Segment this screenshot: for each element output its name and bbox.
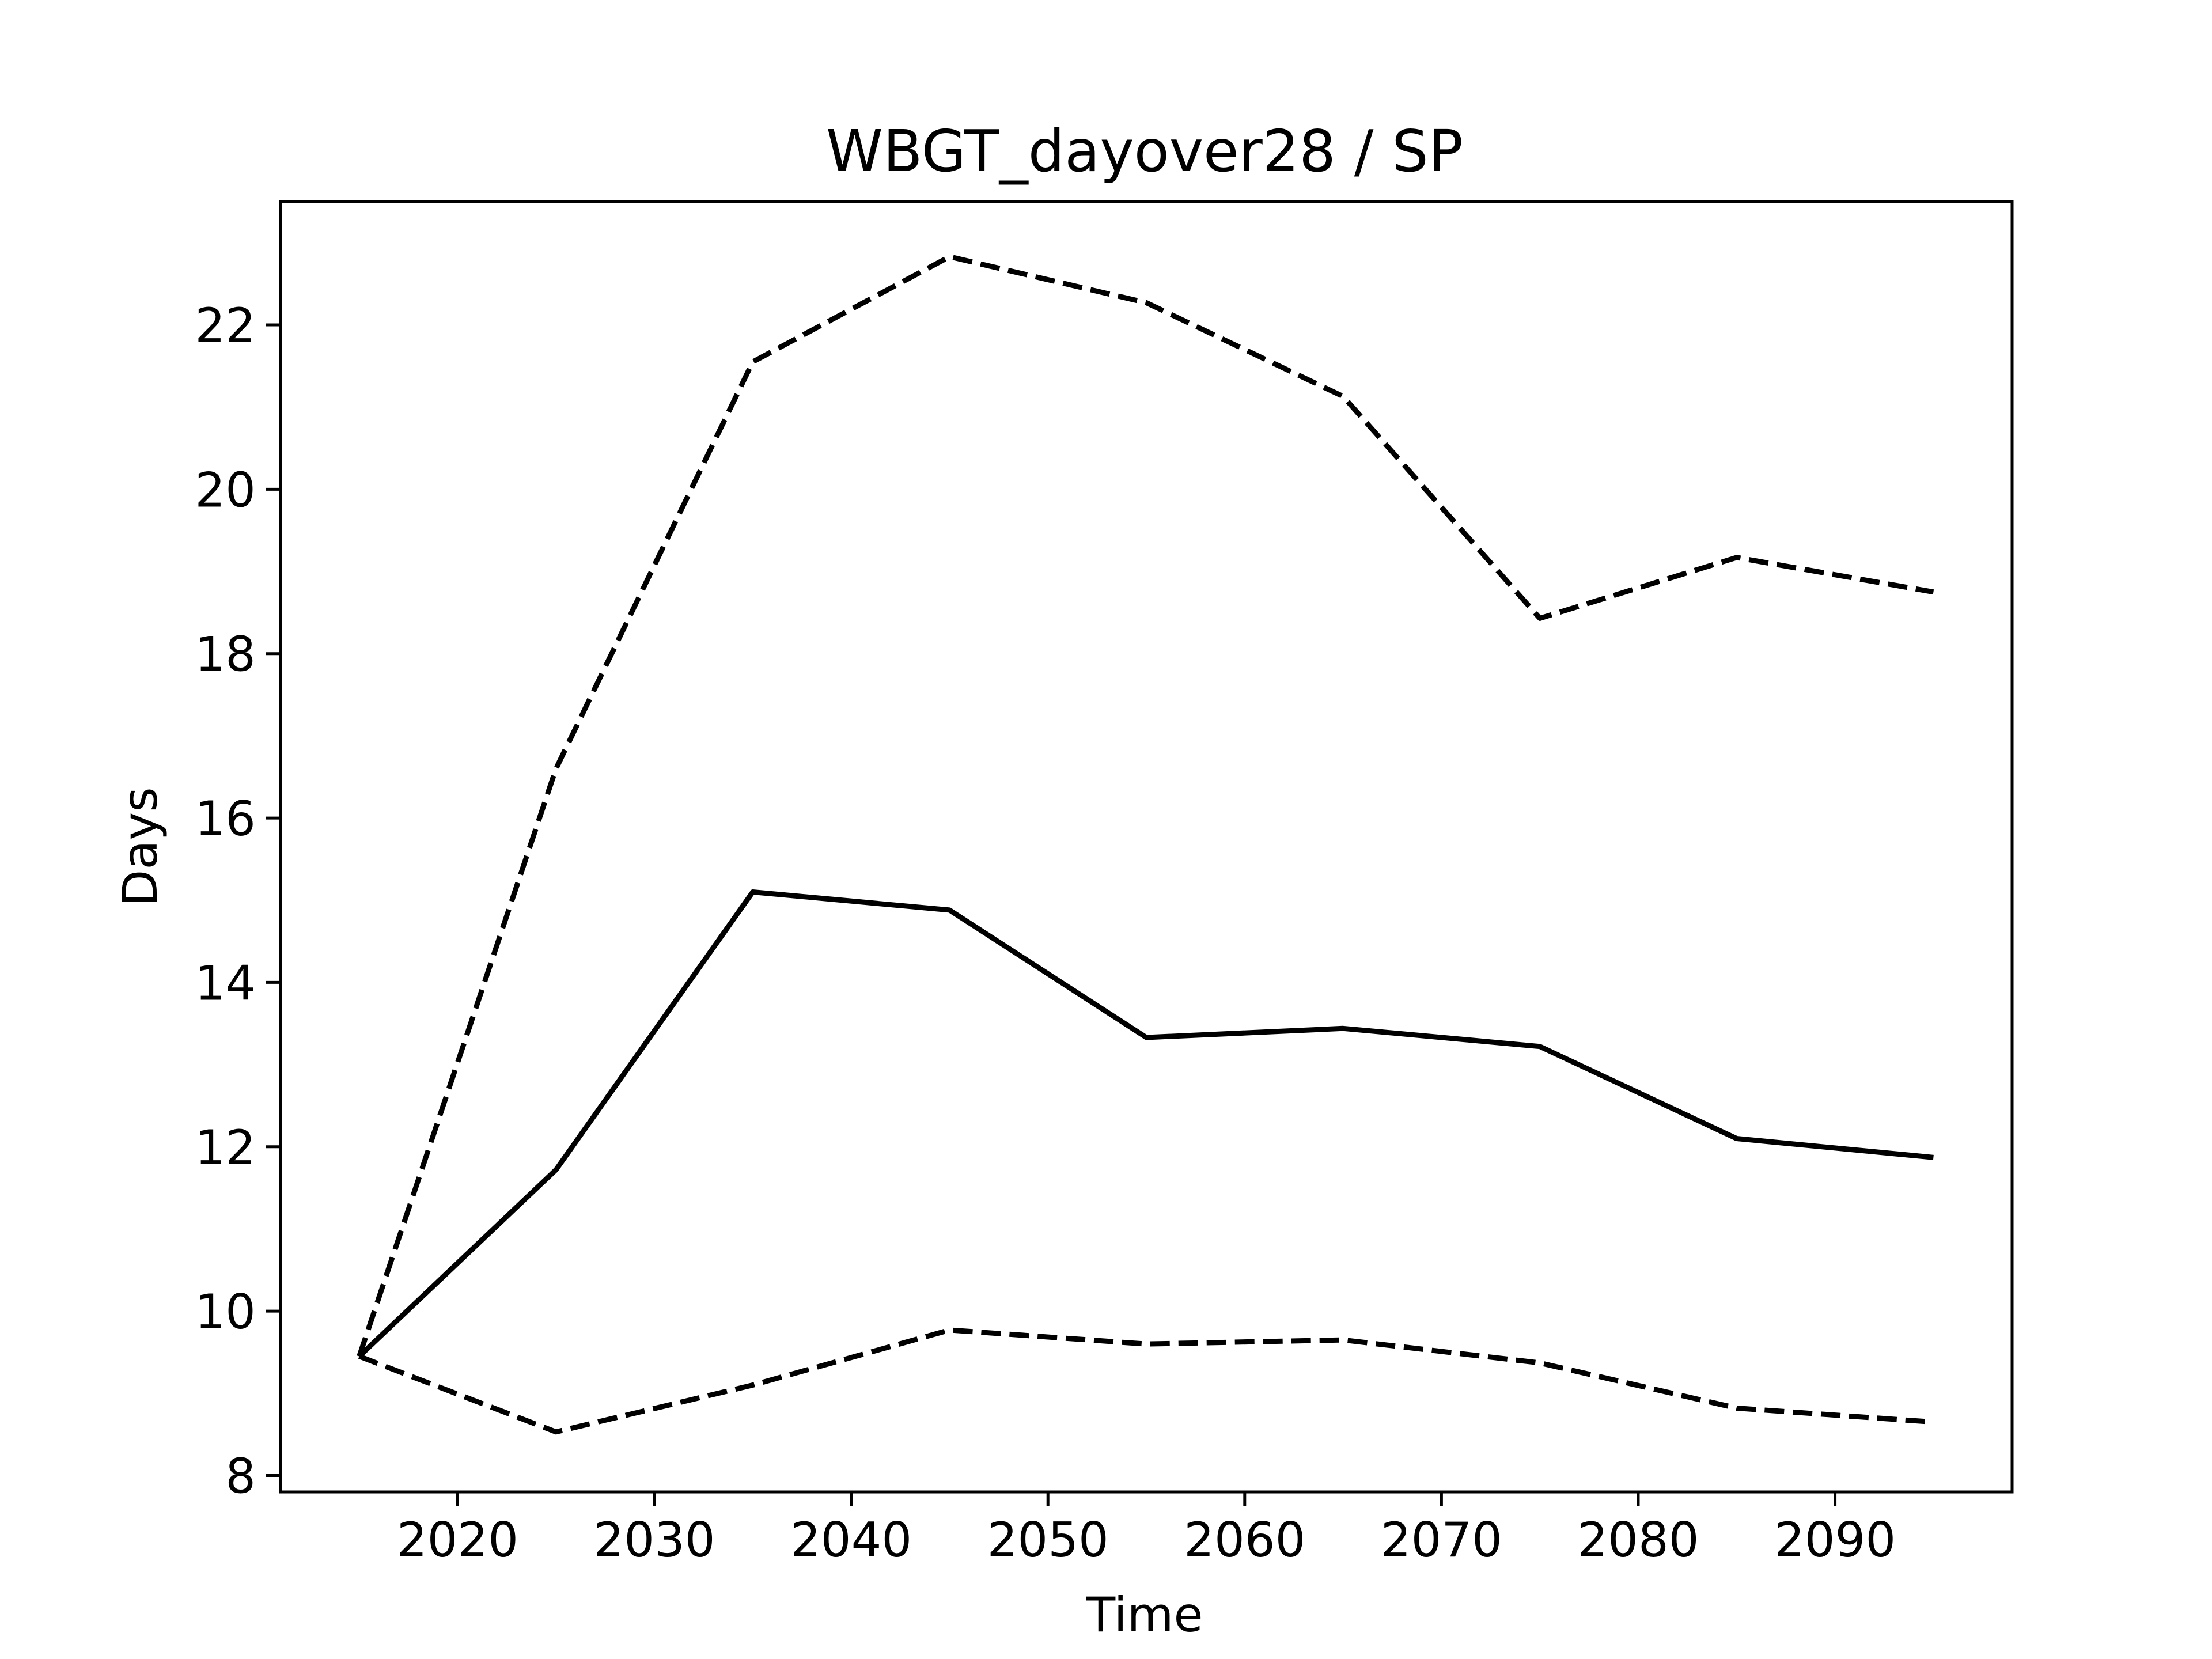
x-tick-label: 2050 bbox=[987, 1512, 1109, 1568]
x-tick-label: 2060 bbox=[1184, 1512, 1305, 1568]
series-line-1 bbox=[357, 889, 1934, 1358]
y-tick-label: 8 bbox=[225, 1448, 256, 1504]
x-axis-title: Time bbox=[1085, 1587, 1203, 1643]
x-tick-label: 2030 bbox=[593, 1512, 715, 1568]
x-tick-label: 2080 bbox=[1577, 1512, 1699, 1568]
y-tick-label: 20 bbox=[195, 462, 256, 518]
x-tick-label: 2070 bbox=[1381, 1512, 1502, 1568]
y-tick-label: 14 bbox=[195, 955, 256, 1011]
y-tick-label: 22 bbox=[195, 298, 256, 354]
x-tick-label: 2020 bbox=[397, 1512, 518, 1568]
series-line-2 bbox=[357, 254, 1934, 1358]
y-tick-label: 18 bbox=[195, 627, 256, 683]
series-layer bbox=[357, 254, 1934, 1435]
series-line-3 bbox=[358, 1327, 1934, 1435]
y-tick-label: 16 bbox=[195, 791, 256, 847]
chart-title: WBGT_dayover28 / SP bbox=[826, 118, 1463, 185]
y-axis: 8 10 12 14 16 18 20 22 bbox=[195, 298, 281, 1504]
x-axis: 2020 2030 2040 2050 2060 2070 2080 2090 bbox=[397, 1492, 1896, 1568]
y-tick-label: 12 bbox=[195, 1120, 256, 1176]
plot-area-frame bbox=[279, 200, 2014, 1494]
y-axis-title: Days bbox=[112, 787, 168, 906]
y-tick-label: 10 bbox=[195, 1284, 256, 1340]
x-tick-label: 2040 bbox=[790, 1512, 912, 1568]
x-tick-label: 2090 bbox=[1774, 1512, 1896, 1568]
